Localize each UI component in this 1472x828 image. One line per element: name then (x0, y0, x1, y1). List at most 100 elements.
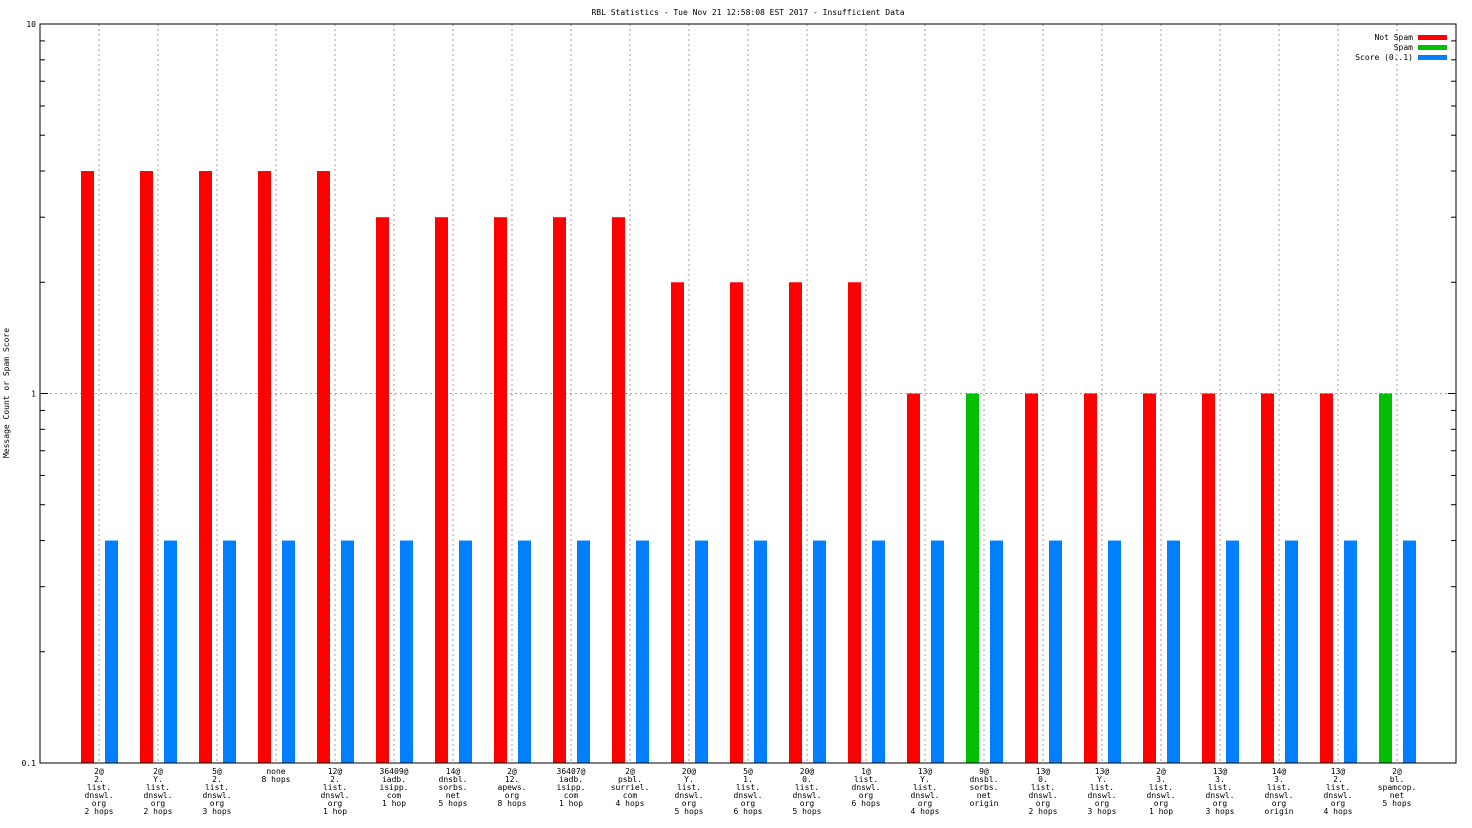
bar-not-spam (730, 282, 743, 763)
x-tick-label: 13@ (1095, 767, 1110, 776)
bar-not-spam (848, 282, 861, 763)
x-tick-label: 2. (1333, 775, 1343, 784)
bar-score (695, 540, 708, 763)
bar-score (459, 540, 472, 763)
x-tick-label: surriel. (611, 783, 650, 792)
bar-not-spam (376, 217, 389, 764)
x-tick-label: 20@ (682, 767, 697, 776)
x-tick-label: sorbs. (970, 783, 999, 792)
x-tick-label: 9@ (979, 767, 989, 776)
bar-not-spam (1320, 393, 1333, 763)
x-tick-label: 2. (330, 775, 340, 784)
bar-score (1344, 540, 1357, 763)
legend-label: Score (0..1) (1355, 53, 1413, 62)
x-tick-label: org (1154, 799, 1169, 808)
legend-swatch (1418, 45, 1447, 50)
x-tick-label: list. (1326, 783, 1350, 792)
x-tick-label: 4 hops (911, 807, 940, 816)
x-tick-label: dnswl. (734, 791, 763, 800)
x-tick-label: 1 hop (323, 807, 347, 816)
bar-score (990, 540, 1003, 763)
x-tick-label: com (564, 791, 579, 800)
x-tick-label: dnswl. (1147, 791, 1176, 800)
x-tick-label: 2@ (1156, 767, 1166, 776)
x-tick-label: apews. (498, 783, 527, 792)
x-tick-label: 3 hops (1206, 807, 1235, 816)
x-tick-label: 1 hop (1149, 807, 1173, 816)
y-tick-label: 10 (26, 20, 36, 29)
x-tick-label: 36407@ (557, 767, 586, 776)
x-tick-label: 0. (1038, 775, 1048, 784)
x-tick-label: org (151, 799, 166, 808)
x-tick-label: list. (205, 783, 229, 792)
x-tick-label: org (682, 799, 697, 808)
x-tick-label: 1 hop (559, 799, 583, 808)
x-tick-label: net (446, 791, 461, 800)
x-tick-label: sorbs. (439, 783, 468, 792)
x-tick-label: org (859, 791, 874, 800)
x-tick-label: org (1272, 799, 1287, 808)
bar-score (1049, 540, 1062, 763)
grid (40, 24, 1456, 763)
legend-label: Spam (1394, 43, 1413, 52)
x-tick-label: 12. (505, 775, 519, 784)
x-tick-label: org (92, 799, 107, 808)
x-tick-label: list. (854, 775, 878, 784)
x-tick-label: isipp. (380, 783, 409, 792)
x-tick-label: Y. (1097, 775, 1107, 784)
bar-score (1108, 540, 1121, 763)
bar-not-spam (1084, 393, 1097, 763)
bar-not-spam (671, 282, 684, 763)
bar-score (754, 540, 767, 763)
x-tick-label: 2. (94, 775, 104, 784)
y-tick-label: 1 (31, 390, 36, 399)
x-tick-label: 13@ (1036, 767, 1051, 776)
bar-not-spam (81, 171, 94, 764)
x-tick-label: 1 hop (382, 799, 406, 808)
x-tick-label: 5 hops (675, 807, 704, 816)
x-tick-label: dnswl. (1029, 791, 1058, 800)
x-tick-label: list. (795, 783, 819, 792)
x-tick-label: Y. (920, 775, 930, 784)
x-tick-label: 2@ (94, 767, 104, 776)
legend-swatch (1418, 55, 1447, 60)
x-tick-label: list. (323, 783, 347, 792)
x-tick-label: 0. (802, 775, 812, 784)
x-tick-label: 8 hops (262, 775, 291, 784)
x-tick-label: list. (1090, 783, 1114, 792)
x-tick-label: dnswl. (1324, 791, 1353, 800)
x-tick-label: net (1390, 791, 1405, 800)
x-tick-label: org (1213, 799, 1228, 808)
x-tick-label: 14@ (1272, 767, 1287, 776)
x-tick-label: list. (913, 783, 937, 792)
bar-score (341, 540, 354, 763)
bar-spam (966, 393, 979, 763)
x-tick-label: list. (1149, 783, 1173, 792)
x-tick-label: 2@ (1392, 767, 1402, 776)
x-tick-label: isipp. (557, 783, 586, 792)
chart-title: RBL Statistics - Tue Nov 21 12:58:08 EST… (591, 8, 904, 17)
bar-not-spam (1202, 393, 1215, 763)
bar-score (1167, 540, 1180, 763)
bar-not-spam (907, 393, 920, 763)
x-tick-label: dnsbl. (970, 775, 999, 784)
bar-score (813, 540, 826, 763)
x-tick-label: list. (1031, 783, 1055, 792)
bar-score (1285, 540, 1298, 763)
x-tick-label: list. (146, 783, 170, 792)
legend-label: Not Spam (1374, 33, 1413, 42)
legend-swatch (1418, 35, 1447, 40)
x-tick-label: Y. (153, 775, 163, 784)
x-tick-label: 36409@ (380, 767, 409, 776)
x-tick-label: 13@ (918, 767, 933, 776)
x-tick-label: list. (736, 783, 760, 792)
x-tick-label: org (1095, 799, 1110, 808)
x-tick-label: psbl. (618, 775, 642, 784)
bar-not-spam (1143, 393, 1156, 763)
x-tick-label: 3 hops (1088, 807, 1117, 816)
x-tick-label: org (210, 799, 225, 808)
x-tick-label: 6 hops (852, 799, 881, 808)
x-tick-label: dnswl. (85, 791, 114, 800)
y-tick-label: 0.1 (22, 759, 37, 768)
